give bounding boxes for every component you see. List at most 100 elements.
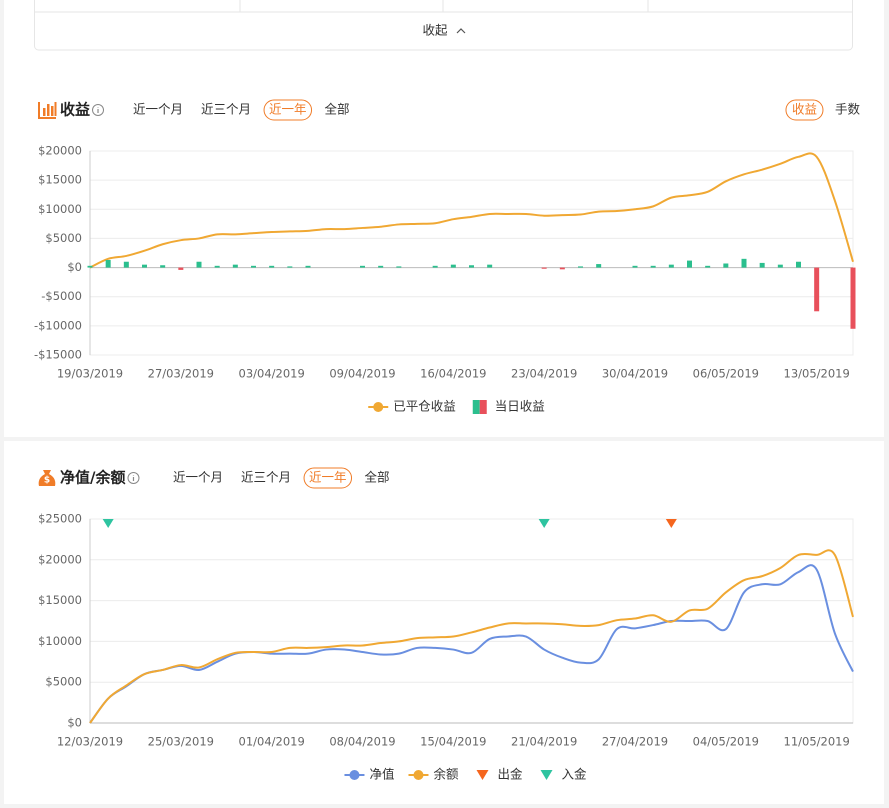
bar — [741, 258, 747, 268]
svg-text:$: $ — [44, 476, 50, 486]
bar — [214, 265, 220, 268]
mode-toggle-active[interactable] — [785, 99, 824, 121]
range-tab-active[interactable] — [303, 467, 353, 489]
x-tick-label: 27/04/2019 — [602, 735, 668, 749]
bar — [432, 265, 438, 268]
bar — [487, 264, 493, 268]
x-tick-label: 23/04/2019 — [511, 367, 577, 381]
y-tick-label: $10000 — [38, 634, 82, 648]
line — [89, 152, 854, 269]
bar — [251, 265, 256, 268]
bar — [705, 265, 711, 268]
y-tick-label: $20000 — [38, 144, 82, 158]
y-tick-label: $15000 — [38, 173, 82, 187]
legend-icon[interactable] — [413, 770, 424, 780]
x-tick-label: 15/04/2019 — [420, 735, 486, 749]
legend-icon[interactable] — [476, 770, 489, 780]
y-tick-label: $15000 — [38, 593, 82, 607]
event-marker — [665, 519, 677, 528]
y-tick-label: $5000 — [45, 675, 82, 689]
info-icon[interactable] — [92, 104, 105, 116]
legend-label[interactable]: 入金 — [562, 767, 588, 782]
section-title: 收益 — [60, 101, 90, 119]
panel — [4, 0, 884, 437]
mode-toggle[interactable]: 收益 — [792, 102, 817, 117]
bar — [396, 266, 402, 268]
bar — [450, 264, 456, 268]
bar — [687, 260, 692, 268]
range-tab[interactable]: 近一年 — [309, 470, 347, 485]
bar — [469, 265, 474, 268]
range-tab[interactable]: 近一个月 — [133, 102, 183, 117]
bar — [196, 261, 202, 268]
range-tab[interactable]: 近一年 — [269, 102, 307, 117]
legend-label[interactable]: 出金 — [498, 767, 524, 782]
y-tick-label: $5000 — [45, 231, 82, 245]
bar — [378, 265, 384, 268]
bar — [87, 265, 93, 268]
range-tab-active[interactable] — [263, 99, 313, 121]
range-tab[interactable]: 全部 — [325, 102, 350, 117]
event-marker — [538, 519, 550, 528]
bar — [814, 267, 820, 312]
x-tick-label: 13/05/2019 — [784, 367, 850, 381]
range-tab[interactable]: 近三个月 — [241, 470, 291, 485]
bar — [360, 265, 365, 268]
x-tick-label: 12/03/2019 — [57, 735, 123, 749]
legend-label[interactable]: 当日收益 — [495, 399, 545, 414]
bar — [596, 264, 602, 268]
x-tick-label: 30/04/2019 — [602, 367, 668, 381]
x-tick-label: 11/05/2019 — [784, 735, 850, 749]
range-tab[interactable]: 全部 — [365, 470, 390, 485]
legend-icon[interactable] — [540, 770, 553, 780]
bar — [123, 261, 129, 268]
mode-toggle[interactable]: 手数 — [835, 102, 861, 117]
bar — [160, 265, 166, 268]
bar — [178, 267, 184, 270]
bar — [232, 264, 238, 268]
x-tick-label: 16/04/2019 — [420, 367, 486, 381]
bar — [668, 264, 674, 268]
revenue-icon — [38, 102, 57, 119]
card-dividers — [35, 0, 852, 13]
bar — [578, 266, 583, 268]
collapse-button[interactable]: 收起 — [422, 23, 448, 38]
chevron-up[interactable] — [456, 28, 466, 34]
y-tick-label: -$15000 — [34, 348, 82, 362]
x-tick-label: 03/04/2019 — [239, 367, 305, 381]
x-tick-label: 25/03/2019 — [148, 735, 214, 749]
x-tick-label: 27/03/2019 — [148, 367, 214, 381]
legend-label[interactable]: 已平仓收益 — [393, 399, 456, 414]
range-tab[interactable]: 近一个月 — [173, 470, 223, 485]
bar — [650, 265, 656, 268]
panel — [4, 441, 884, 804]
legend-icon[interactable] — [472, 400, 480, 414]
x-tick-label: 04/05/2019 — [693, 735, 759, 749]
bar — [269, 265, 275, 268]
event-marker — [102, 519, 114, 528]
y-tick-label: $25000 — [38, 512, 82, 526]
range-tab[interactable]: 近三个月 — [201, 102, 251, 117]
info-icon[interactable] — [127, 472, 140, 484]
bar — [759, 262, 765, 268]
x-tick-label: 01/04/2019 — [239, 735, 305, 749]
legend-icon[interactable] — [349, 770, 360, 780]
moneybag-icon: $ — [38, 470, 56, 486]
y-tick-label: $0 — [67, 716, 82, 730]
x-tick-label: 21/04/2019 — [511, 735, 577, 749]
bar — [777, 264, 783, 268]
legend-icon[interactable] — [479, 400, 487, 414]
bar — [105, 259, 111, 268]
legend-label[interactable]: 余额 — [433, 767, 459, 782]
bar — [796, 261, 801, 268]
line — [89, 549, 854, 724]
legend-label[interactable]: 净值 — [369, 767, 394, 782]
bar — [850, 267, 856, 329]
y-tick-label: $20000 — [38, 552, 82, 566]
x-tick-label: 19/03/2019 — [57, 367, 123, 381]
bar — [142, 264, 147, 268]
y-tick-label: $10000 — [38, 202, 82, 216]
legend-icon[interactable] — [373, 402, 384, 412]
bar — [287, 266, 293, 268]
